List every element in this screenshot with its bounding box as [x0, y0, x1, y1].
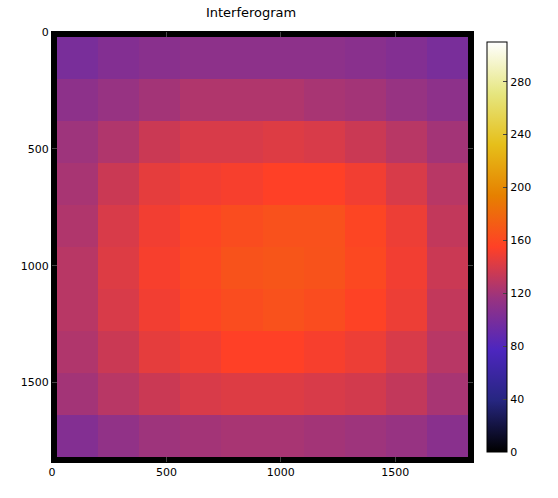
svg-text:0: 0: [49, 466, 56, 479]
svg-text:Interferogram: Interferogram: [206, 5, 296, 20]
svg-text:1000: 1000: [21, 260, 49, 273]
svg-text:200: 200: [510, 181, 531, 194]
svg-text:40: 40: [510, 393, 524, 406]
svg-text:1000: 1000: [267, 466, 295, 479]
svg-text:160: 160: [510, 234, 531, 247]
svg-text:500: 500: [28, 143, 49, 156]
svg-text:500: 500: [156, 466, 177, 479]
svg-text:80: 80: [510, 340, 524, 353]
svg-text:280: 280: [510, 76, 531, 89]
svg-text:1500: 1500: [21, 376, 49, 389]
svg-text:0: 0: [42, 26, 49, 39]
svg-text:1500: 1500: [381, 466, 409, 479]
svg-text:120: 120: [510, 287, 531, 300]
svg-text:0: 0: [510, 446, 517, 459]
svg-text:240: 240: [510, 128, 531, 141]
